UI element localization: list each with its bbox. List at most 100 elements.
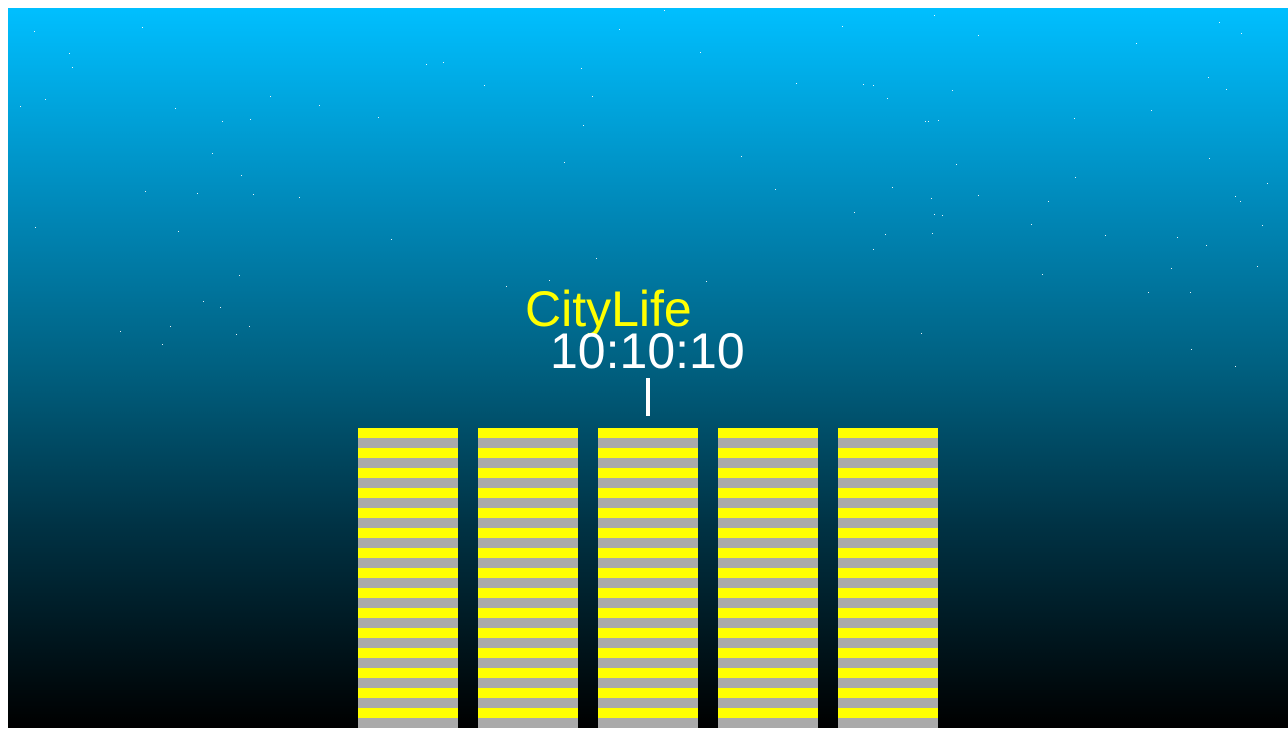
- star: [162, 344, 163, 345]
- star: [863, 84, 864, 85]
- star: [250, 119, 251, 120]
- building: [598, 428, 698, 728]
- game-title: CityLife: [525, 281, 692, 337]
- star: [873, 85, 874, 86]
- star: [956, 164, 957, 165]
- star: [952, 90, 953, 91]
- star: [664, 10, 665, 11]
- star: [212, 153, 213, 154]
- star: [796, 83, 797, 84]
- star-field: [8, 8, 1288, 728]
- star: [1105, 235, 1106, 236]
- star: [706, 281, 707, 282]
- star: [20, 106, 21, 107]
- star: [120, 331, 121, 332]
- star: [700, 52, 701, 53]
- star: [1042, 274, 1043, 275]
- star: [775, 189, 776, 190]
- star: [203, 301, 204, 302]
- star: [45, 99, 46, 100]
- star: [1235, 366, 1236, 367]
- star: [506, 286, 507, 287]
- building: [838, 428, 938, 728]
- star: [938, 120, 939, 121]
- star: [1190, 292, 1191, 293]
- star: [197, 193, 198, 194]
- star: [887, 98, 888, 99]
- star: [35, 227, 36, 228]
- star: [842, 26, 843, 27]
- star: [426, 64, 427, 65]
- game-clock: 10:10:10: [550, 323, 745, 379]
- star: [1208, 77, 1209, 78]
- star: [1171, 268, 1172, 269]
- star: [564, 162, 565, 163]
- star: [854, 212, 855, 213]
- star: [236, 334, 237, 335]
- star: [1151, 110, 1152, 111]
- star: [72, 67, 73, 68]
- star: [1262, 225, 1263, 226]
- star: [1240, 201, 1241, 202]
- star: [549, 280, 550, 281]
- star: [170, 326, 171, 327]
- star: [241, 175, 242, 176]
- star: [978, 195, 979, 196]
- star: [942, 215, 943, 216]
- star: [932, 233, 933, 234]
- star: [1206, 245, 1207, 246]
- star: [1209, 158, 1210, 159]
- star: [934, 15, 935, 16]
- star: [1048, 201, 1049, 202]
- star: [892, 187, 893, 188]
- star: [1136, 43, 1137, 44]
- star: [885, 234, 886, 235]
- star: [1226, 89, 1227, 90]
- star: [220, 307, 221, 308]
- star: [925, 121, 926, 122]
- star: [592, 96, 593, 97]
- star: [142, 27, 143, 28]
- star: [928, 121, 929, 122]
- star: [1074, 118, 1075, 119]
- star: [931, 198, 932, 199]
- star: [1219, 22, 1220, 23]
- star: [1075, 177, 1076, 178]
- star: [1191, 349, 1192, 350]
- building: [478, 428, 578, 728]
- star: [443, 62, 444, 63]
- star: [253, 194, 254, 195]
- player-cursor: [646, 378, 650, 416]
- star: [175, 108, 176, 109]
- star: [249, 326, 250, 327]
- star: [484, 85, 485, 86]
- star: [270, 96, 271, 97]
- star: [34, 31, 35, 32]
- star: [145, 191, 146, 192]
- star: [934, 214, 935, 215]
- star: [873, 249, 874, 250]
- star: [69, 53, 70, 54]
- star: [581, 68, 582, 69]
- star: [378, 117, 379, 118]
- star: [619, 29, 620, 30]
- star: [1031, 224, 1032, 225]
- star: [583, 125, 584, 126]
- game-canvas[interactable]: CityLife 10:10:10: [8, 8, 1288, 728]
- star: [1241, 33, 1242, 34]
- building: [358, 428, 458, 728]
- star: [1177, 237, 1178, 238]
- building: [718, 428, 818, 728]
- star: [299, 197, 300, 198]
- star: [222, 121, 223, 122]
- star: [178, 231, 179, 232]
- star: [921, 333, 922, 334]
- star: [978, 35, 979, 36]
- star: [1148, 292, 1149, 293]
- star: [391, 239, 392, 240]
- star: [1257, 266, 1258, 267]
- star: [1235, 196, 1236, 197]
- star: [596, 258, 597, 259]
- star: [1267, 183, 1268, 184]
- star: [239, 275, 240, 276]
